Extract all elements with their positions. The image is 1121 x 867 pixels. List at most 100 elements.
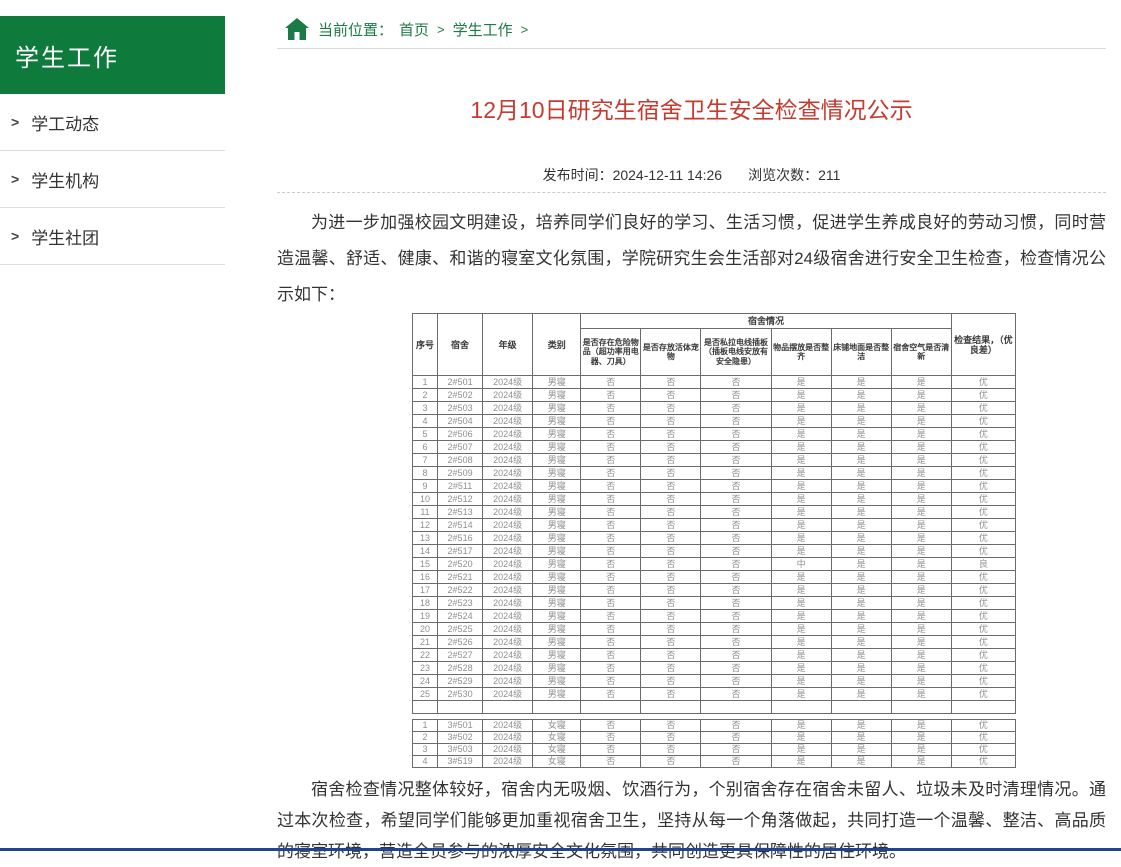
table-cell: 优: [950, 492, 1017, 506]
table-cell: 是: [770, 661, 832, 675]
table-cell: 是: [770, 414, 832, 428]
table-cell: [411, 700, 439, 714]
table-cell: 是: [890, 557, 952, 571]
table-cell: 否: [580, 505, 642, 519]
table-cell: 否: [700, 742, 772, 756]
table-cell: 否: [640, 453, 702, 467]
table-cell: 2#501: [437, 375, 484, 389]
breadcrumb-label: 当前位置：: [318, 21, 394, 39]
table-cell: 否: [580, 718, 642, 732]
table-row: 22 2#527 2024级 男寝否否否是是是优: [411, 648, 1017, 662]
table-cell: 是: [890, 674, 952, 688]
table-cell: 19: [411, 609, 439, 623]
table-cell: 是: [890, 622, 952, 636]
table-cell: 是: [770, 687, 832, 701]
table-cell: 2024级: [482, 531, 534, 545]
table-cell: 否: [580, 730, 642, 744]
table-cell: 否: [580, 596, 642, 610]
table-cell: 男寝: [532, 687, 582, 701]
table-cell: 是: [890, 596, 952, 610]
table-cell: 否: [580, 388, 642, 402]
table-cell: 是: [830, 687, 892, 701]
table-cell: 否: [700, 401, 772, 415]
table-cell: 2: [411, 388, 439, 402]
table-cell: 是: [770, 388, 832, 402]
table-cell: 优: [950, 648, 1017, 662]
table-cell: 否: [580, 742, 642, 756]
table-cell: [830, 700, 892, 714]
table-cell: 女寝: [532, 718, 582, 732]
table-cell: 是: [830, 742, 892, 756]
table-cell: 2024级: [482, 414, 534, 428]
table-cell: 否: [700, 570, 772, 584]
table-cell: 男寝: [532, 648, 582, 662]
table-cell: 否: [700, 479, 772, 493]
table-cell: 是: [890, 718, 952, 732]
table-cell: 是: [830, 401, 892, 415]
table-cell: 否: [700, 687, 772, 701]
table-cell: [580, 700, 642, 714]
table-row: 13 2#516 2024级 男寝否否否是是是优: [411, 531, 1017, 545]
table-cell: 否: [580, 754, 642, 768]
table-cell: 是: [770, 622, 832, 636]
sidebar-item-xuesheng-shetuan[interactable]: > 学生社团: [0, 208, 225, 265]
table-cell: 男寝: [532, 661, 582, 675]
table-cell: 3: [411, 401, 439, 415]
table-cell: 是: [830, 609, 892, 623]
table-cell: 否: [700, 531, 772, 545]
table-cell: 2024级: [482, 453, 534, 467]
table-row: 23 2#528 2024级 男寝否否否是是是优: [411, 661, 1017, 675]
table-cell: 否: [640, 674, 702, 688]
table-row: 9 2#511 2024级 男寝否否否是是是优: [411, 479, 1017, 493]
sidebar-item-label: 学生机构: [31, 171, 100, 191]
table-cell: 是: [770, 375, 832, 389]
table-cell: 是: [830, 674, 892, 688]
table-cell: 是: [830, 583, 892, 597]
table-cell: 2024级: [482, 479, 534, 493]
table-cell: [437, 700, 484, 714]
table-cell: 否: [580, 570, 642, 584]
breadcrumb-link-home[interactable]: 首页: [399, 21, 430, 39]
table-cell: 优: [950, 583, 1017, 597]
table-cell: 是: [830, 596, 892, 610]
table-cell: 是: [830, 388, 892, 402]
table-cell: 是: [830, 544, 892, 558]
table-cell: 2#516: [437, 531, 484, 545]
table-cell: 男寝: [532, 414, 582, 428]
table-row: 20 2#525 2024级 男寝否否否是是是优: [411, 622, 1017, 636]
table-cell: 21: [411, 635, 439, 649]
breadcrumb-link-student-work[interactable]: 学生工作: [452, 21, 513, 39]
sidebar-item-xuegong-dongtai[interactable]: > 学工动态: [0, 94, 225, 151]
table-cell: 是: [770, 492, 832, 506]
sidebar-item-label: 学工动态: [31, 114, 100, 134]
inspection-table-female: 1 3#501 2024级 女寝否否否是是是优 2 3#502 2024级 女寝否否否是是是优…: [411, 718, 1017, 768]
table-cell: 优: [950, 674, 1017, 688]
table-cell: 是: [890, 687, 952, 701]
table-cell: 优: [950, 754, 1017, 768]
table-cell: 2#527: [437, 648, 484, 662]
table-cell: 优: [950, 518, 1017, 532]
table-cell: 7: [411, 453, 439, 467]
table-cell: 25: [411, 687, 439, 701]
table-cell: 良: [950, 557, 1017, 571]
table-cell: 否: [700, 492, 772, 506]
table-cell: 否: [640, 583, 702, 597]
table-cell: 是: [890, 609, 952, 623]
table-cell: 否: [640, 557, 702, 571]
table-cell: 是: [770, 453, 832, 467]
table-cell: 是: [890, 730, 952, 744]
table-cell: 2#511: [437, 479, 484, 493]
sidebar-title: 学生工作: [0, 16, 225, 94]
table-cell: 否: [700, 505, 772, 519]
table-cell: 是: [890, 388, 952, 402]
table-cell: [482, 700, 534, 714]
sidebar-item-xuesheng-jigou[interactable]: > 学生机构: [0, 151, 225, 208]
table-cell: 是: [830, 718, 892, 732]
sidebar-item-label: 学生社团: [31, 228, 100, 248]
table-cell: 是: [890, 453, 952, 467]
table-cell: 否: [640, 596, 702, 610]
table-cell: 否: [700, 440, 772, 454]
table-cell: 2#526: [437, 635, 484, 649]
breadcrumb-separator: >: [520, 21, 529, 37]
table-cell: 否: [640, 375, 702, 389]
